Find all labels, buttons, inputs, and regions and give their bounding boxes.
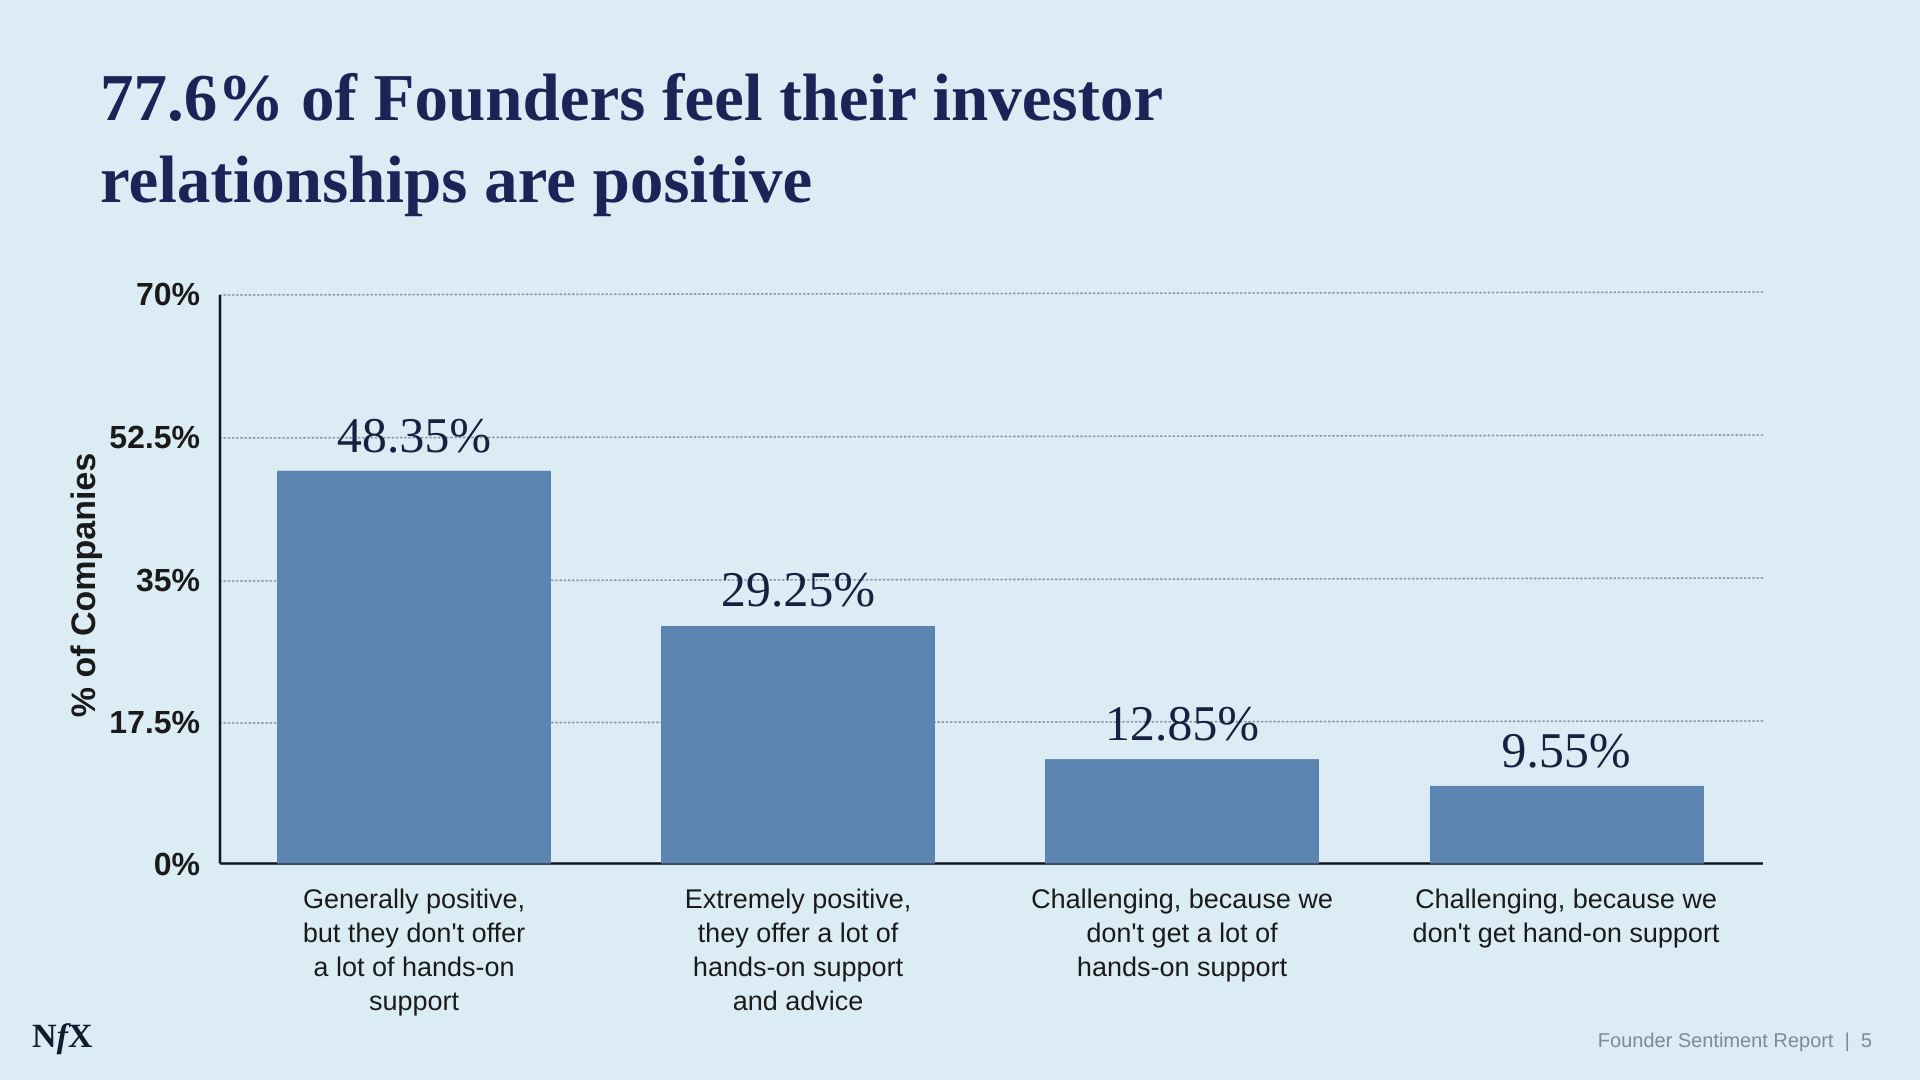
svg-text:Challenging, because we: Challenging, because we (1031, 884, 1333, 914)
svg-text:12.85%: 12.85% (1105, 695, 1259, 751)
svg-text:48.35%: 48.35% (337, 407, 491, 463)
svg-text:0%: 0% (154, 846, 200, 882)
svg-text:support: support (369, 986, 460, 1016)
svg-text:don't get hand-on support: don't get hand-on support (1413, 918, 1720, 948)
svg-text:70%: 70% (136, 276, 200, 312)
svg-text:17.5%: 17.5% (109, 704, 200, 740)
svg-text:29.25%: 29.25% (721, 561, 875, 617)
svg-text:but they don't offer: but they don't offer (303, 918, 525, 948)
svg-text:a lot of hands-on: a lot of hands-on (313, 952, 514, 982)
svg-text:hands-on support: hands-on support (1077, 952, 1288, 982)
svg-text:Generally positive,: Generally positive, (303, 884, 525, 914)
svg-text:% of Companies: % of Companies (65, 453, 103, 717)
svg-text:Challenging, because we: Challenging, because we (1415, 884, 1717, 914)
svg-text:Extremely positive,: Extremely positive, (685, 884, 912, 914)
svg-text:35%: 35% (136, 562, 200, 598)
svg-text:52.5%: 52.5% (109, 419, 200, 455)
svg-text:and advice: and advice (733, 986, 864, 1016)
svg-text:don't get a lot of: don't get a lot of (1086, 918, 1278, 948)
svg-text:9.55%: 9.55% (1501, 722, 1630, 778)
svg-text:they offer a lot of: they offer a lot of (698, 918, 899, 948)
svg-text:hands-on support: hands-on support (693, 952, 904, 982)
